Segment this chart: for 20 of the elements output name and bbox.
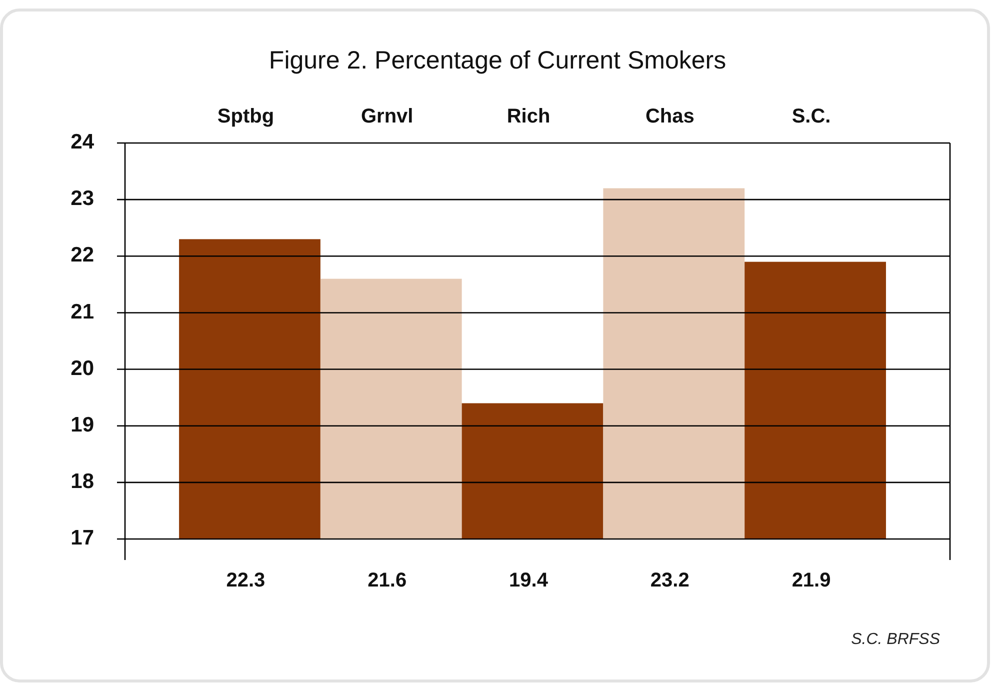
y-tick-label: 20 <box>70 356 94 380</box>
y-tick-label: 19 <box>70 413 94 436</box>
y-tick-label: 24 <box>70 130 94 154</box>
data-label: 21.9 <box>792 569 831 592</box>
y-tick-label: 23 <box>70 187 94 210</box>
x-tick-label: Sptbg <box>217 105 274 128</box>
chart-title: Figure 2. Percentage of Current Smokers <box>268 46 726 75</box>
x-tick-label: Grnvl <box>360 105 414 128</box>
text: S.C. BRFSS <box>851 631 940 648</box>
data-label: 23.2 <box>650 569 690 592</box>
y-tick-label: 17 <box>70 526 94 550</box>
y-tick-label: 18 <box>70 470 94 493</box>
x-tick-label: Chas <box>645 105 694 128</box>
data-label: 19.4 <box>509 569 549 592</box>
y-tick-label: 21 <box>70 300 94 324</box>
data-label: 22.3 <box>226 569 266 592</box>
data-label: 21.6 <box>368 569 407 592</box>
y-tick-label: 22 <box>70 244 94 267</box>
x-tick-label: Rich <box>506 105 550 128</box>
x-tick-label: S.C. <box>792 105 831 128</box>
